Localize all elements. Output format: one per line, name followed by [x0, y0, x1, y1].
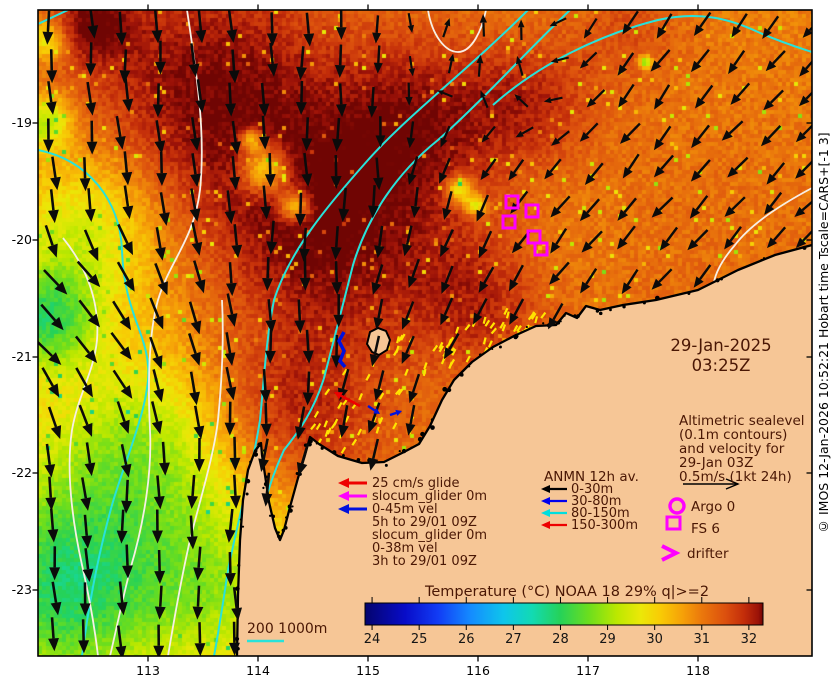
y-axis-tick-label: -22	[11, 465, 32, 480]
anmn-legend-label: 30-80m	[571, 494, 622, 509]
y-axis-tick-label: -21	[11, 349, 32, 364]
glider-legend-label: slocum_glider 0m	[372, 528, 488, 543]
x-axis-tick-label: 115	[356, 663, 380, 678]
glider-legend-label: 5h to 29/01 09Z	[372, 515, 477, 530]
anmn-legend-label: 80-150m	[571, 506, 630, 521]
glider-legend-label: 0-38m vel	[372, 541, 438, 556]
altimetric-note-line: 0.5m/s (1kt 24h)	[679, 469, 792, 485]
colorbar-title: Temperature (°C) NOAA 18 29% q|>=2	[424, 584, 710, 600]
x-axis-tick-label: 117	[576, 663, 600, 678]
y-axis-tick-label: -23	[11, 582, 32, 597]
map-datetime-line1: 29-Jan-2025	[670, 336, 772, 355]
x-axis-tick-label: 118	[686, 663, 710, 678]
colorbar-tick-label: 28	[552, 632, 569, 647]
map-datetime-line2: 03:25Z	[691, 356, 751, 375]
colorbar-tick-label: 32	[740, 632, 758, 647]
altimetric-note-line: (0.1m contours)	[679, 427, 788, 443]
glider-legend-label: 3h to 29/01 09Z	[372, 554, 477, 569]
y-axis-tick-label: -19	[11, 115, 32, 130]
x-axis-tick-label: 113	[136, 663, 160, 678]
isobath-scale-label: 200 1000m	[247, 621, 328, 637]
imos-credit-text: © IMOS 12-Jan-2026 10:52:21 Hobart time …	[816, 132, 831, 534]
altimetric-note-line: and velocity for	[679, 441, 785, 457]
colorbar-tick-label: 26	[457, 632, 475, 647]
colorbar-tick-label: 30	[646, 632, 663, 647]
altimetric-note-line: Altimetric sealevel	[679, 413, 805, 429]
colorbar-tick-label: 31	[693, 632, 711, 647]
x-axis-tick-label: 116	[466, 663, 490, 678]
symbol-legend-label: drifter	[687, 546, 729, 562]
colorbar-tick-label: 24	[363, 632, 381, 647]
symbol-legend-label: FS 6	[691, 521, 720, 537]
glider-legend-label: 0-45m vel	[372, 502, 438, 517]
anmn-legend-title: ANMN 12h av.	[544, 469, 639, 485]
colorbar-tick-label: 27	[505, 632, 522, 647]
y-axis-tick-label: -20	[11, 232, 32, 247]
symbol-legend-label: Argo 0	[691, 499, 736, 515]
anmn-legend-label: 150-300m	[571, 518, 638, 533]
anmn-legend-label: 0-30m	[571, 482, 614, 497]
colorbar-tick-label: 25	[410, 632, 428, 647]
colorbar-tick-label: 29	[599, 632, 616, 647]
x-axis-tick-label: 114	[246, 663, 270, 678]
altimetric-note-line: 29-Jan 03Z	[679, 455, 754, 471]
glider-legend-label: slocum_glider 0m	[372, 489, 488, 504]
glider-legend-label: 25 cm/s glide	[372, 476, 460, 491]
